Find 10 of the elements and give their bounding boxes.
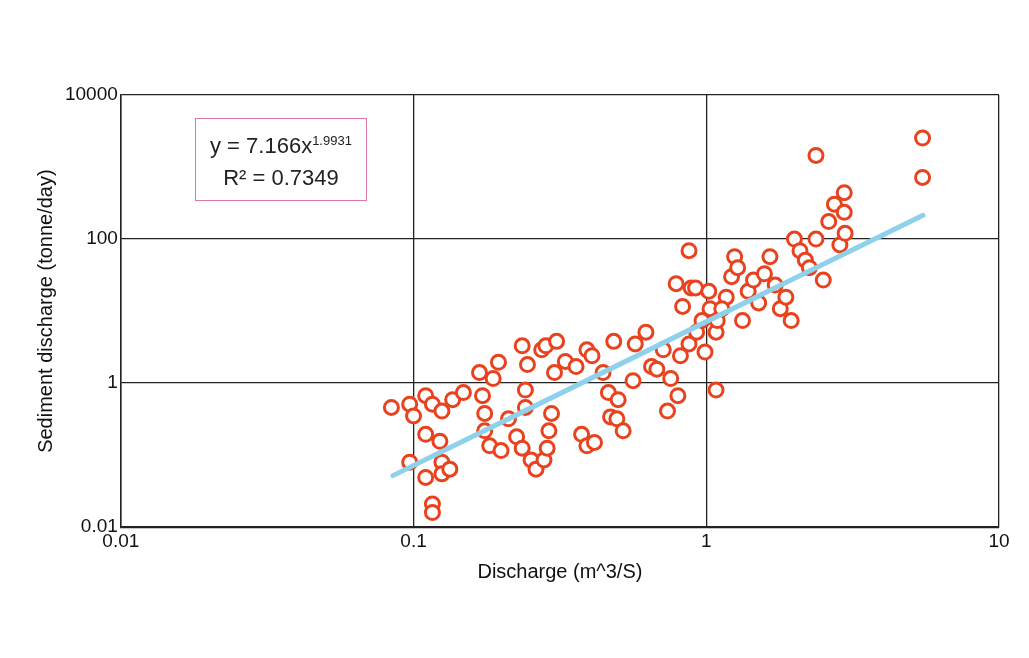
y-tick-label: 100 [86,227,118,249]
x-axis-title: Discharge (m^3/S) [477,559,643,582]
annotation: R² = 0.7349 [222,164,340,193]
y-tick-label: 10000 [64,83,118,105]
annotation: y = 7.166x$^{1.9931}$ [210,132,352,161]
x-tick-label: 0.1 [400,529,427,551]
x-tick-label: 1 [700,529,712,551]
y-axis-title: Sediment discharge (tonne/day) [33,169,56,453]
x-tick-label: 10 [988,529,1010,551]
y-tick-label: 1 [107,371,118,393]
